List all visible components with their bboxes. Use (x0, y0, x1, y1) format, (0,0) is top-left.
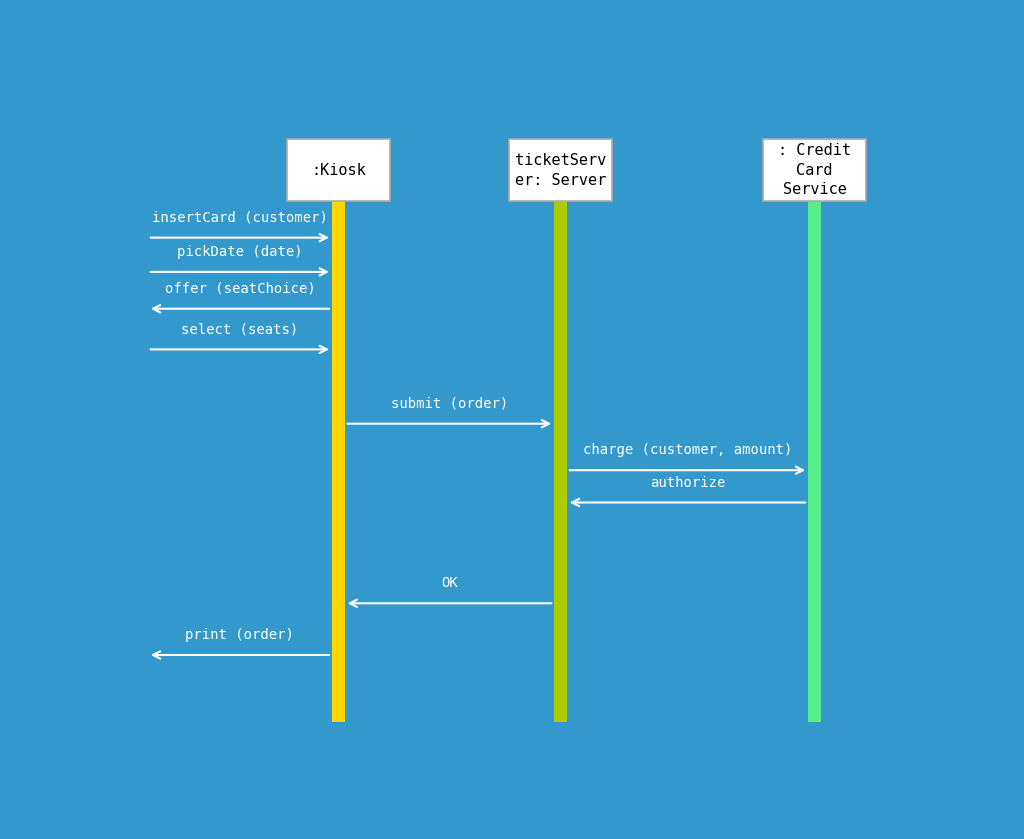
Bar (808, 201, 821, 722)
Text: authorize: authorize (650, 476, 725, 490)
Text: select (seats): select (seats) (181, 322, 299, 336)
Bar (554, 201, 567, 722)
Text: : Credit
Card
Service: : Credit Card Service (778, 143, 851, 197)
Text: offer (seatChoice): offer (seatChoice) (165, 282, 315, 296)
Bar (332, 201, 345, 722)
Text: ticketServ
er: Server: ticketServ er: Server (515, 153, 606, 188)
FancyBboxPatch shape (763, 139, 866, 201)
FancyBboxPatch shape (509, 139, 612, 201)
FancyBboxPatch shape (287, 139, 390, 201)
Text: :Kiosk: :Kiosk (311, 163, 366, 178)
Text: submit (order): submit (order) (391, 397, 508, 411)
Text: insertCard (customer): insertCard (customer) (152, 211, 328, 225)
Text: charge (customer, amount): charge (customer, amount) (583, 443, 793, 457)
Text: print (order): print (order) (185, 628, 294, 642)
Text: pickDate (date): pickDate (date) (177, 245, 303, 259)
Text: OK: OK (441, 576, 458, 591)
